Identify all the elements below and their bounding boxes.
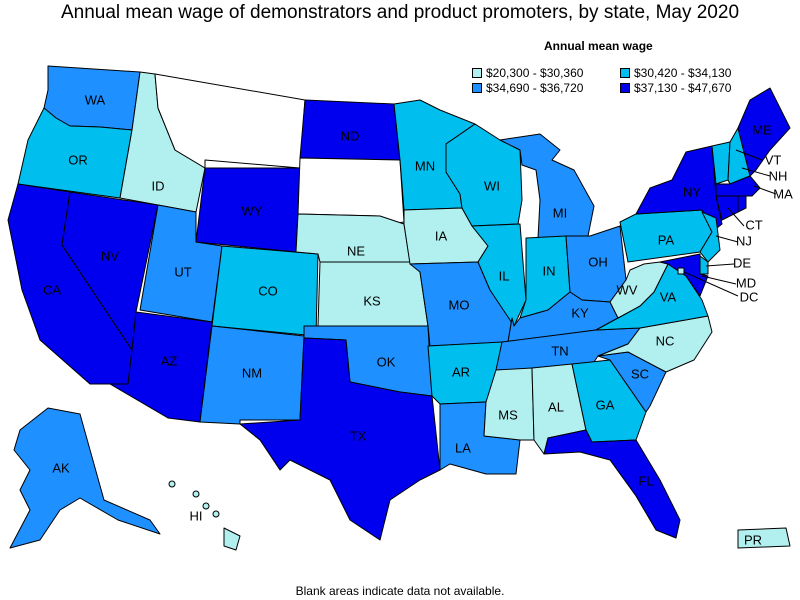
label-tx: TX [350, 428, 367, 443]
state-md[interactable] [659, 253, 709, 297]
callout-md [701, 275, 737, 285]
label-ky: KY [571, 305, 589, 320]
label-nm: NM [242, 365, 262, 380]
callout-nj [715, 235, 739, 243]
state-me[interactable] [737, 87, 791, 177]
label-az: AZ [161, 353, 178, 368]
label-ut: UT [174, 264, 191, 279]
legend-item-q4: $37,130 - $47,670 [620, 81, 731, 95]
label-ar: AR [452, 364, 470, 379]
legend-item-q1: $20,300 - $30,360 [472, 66, 583, 80]
label-ks: KS [363, 293, 381, 308]
callout-ct [727, 207, 745, 227]
label-mi: MI [553, 205, 567, 220]
legend-swatch-q1 [472, 68, 482, 78]
label-pa: PA [658, 232, 675, 247]
label-al: AL [548, 399, 564, 414]
state-il[interactable] [471, 223, 527, 327]
label-ga: GA [596, 397, 615, 412]
state-tx[interactable] [239, 337, 441, 541]
label-ct: CT [745, 217, 762, 232]
label-wv: WV [617, 282, 638, 297]
label-nh: NH [769, 168, 788, 183]
legend-label-q4: $37,130 - $47,670 [634, 81, 732, 95]
legend-swatch-q3 [472, 83, 482, 93]
label-mn: MN [415, 158, 435, 173]
label-me: ME [752, 122, 772, 137]
label-wy: WY [242, 203, 263, 218]
legend-label-q1: $20,300 - $30,360 [486, 66, 584, 80]
label-fl: FL [638, 473, 653, 488]
label-il: IL [499, 268, 510, 283]
state-pr[interactable] [737, 527, 791, 549]
legend-label-q3: $34,690 - $36,720 [486, 81, 584, 95]
state-nc[interactable] [597, 315, 713, 373]
label-nd: ND [341, 128, 360, 143]
label-ia: IA [435, 228, 448, 243]
label-wi: WI [484, 178, 500, 193]
label-tn: TN [551, 343, 568, 358]
callout-de [705, 263, 735, 267]
legend-swatch-q4 [620, 83, 630, 93]
label-id: ID [152, 178, 165, 193]
label-nj: NJ [736, 233, 752, 248]
callout-nh [741, 167, 771, 177]
label-sc: SC [631, 366, 649, 381]
label-wa: WA [85, 92, 106, 107]
legend-item-q3: $34,690 - $36,720 [472, 81, 583, 95]
label-or: OR [68, 152, 88, 167]
label-ak: AK [52, 460, 70, 475]
state-fl[interactable] [543, 429, 681, 539]
state-ri[interactable] [737, 195, 747, 213]
callout-ma [753, 185, 777, 195]
label-nc: NC [656, 333, 675, 348]
label-va: VA [660, 289, 677, 304]
label-dc: DC [740, 289, 759, 304]
label-oh: OH [588, 254, 608, 269]
label-ny: NY [683, 184, 701, 199]
legend-swatch-q2 [620, 68, 630, 78]
state-hi[interactable] [168, 480, 241, 551]
legend-label-q2: $30,420 - $34,130 [634, 66, 732, 80]
label-vt: VT [765, 152, 782, 167]
label-nv: NV [101, 248, 119, 263]
label-in: IN [543, 263, 556, 278]
label-ms: MS [498, 407, 518, 422]
label-md: MD [736, 275, 756, 290]
footnote: Blank areas indicate data not available. [295, 584, 505, 598]
label-co: CO [258, 283, 278, 298]
label-mo: MO [449, 297, 470, 312]
label-ok: OK [377, 354, 396, 369]
state-dc[interactable] [677, 267, 685, 275]
label-ma: MA [773, 186, 793, 201]
label-de: DE [733, 255, 751, 270]
legend-title: Annual mean wage [544, 39, 653, 53]
callout-vt [735, 149, 763, 161]
label-ca: CA [43, 282, 61, 297]
label-pr: PR [744, 532, 762, 547]
map-title: Annual mean wage of demonstrators and pr… [60, 2, 740, 23]
label-hi: HI [190, 508, 203, 523]
state-ak[interactable] [9, 407, 161, 549]
legend-item-q2: $30,420 - $34,130 [620, 66, 731, 80]
callout-dc [683, 271, 739, 297]
label-la: LA [455, 440, 471, 455]
label-ne: NE [347, 243, 365, 258]
